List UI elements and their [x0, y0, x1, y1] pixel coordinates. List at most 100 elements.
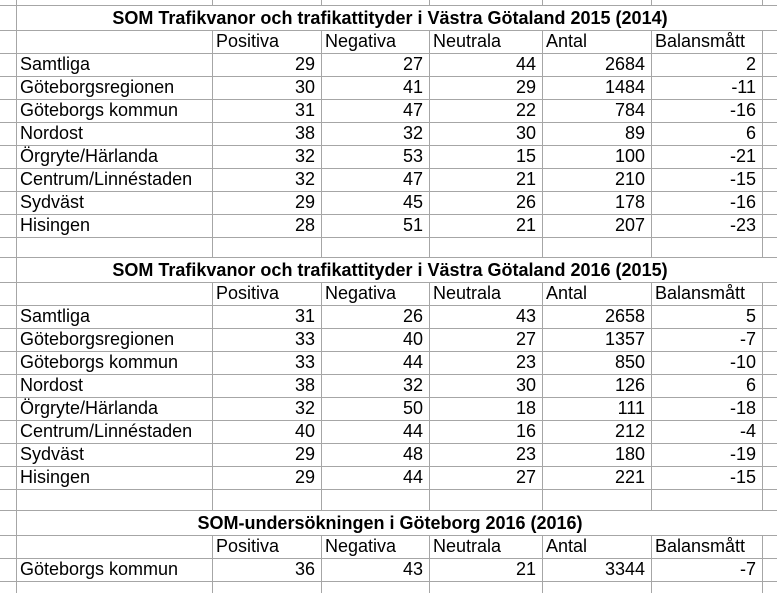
- empty-cell[interactable]: [0, 352, 17, 375]
- value-cell[interactable]: 1484: [543, 77, 652, 100]
- empty-cell[interactable]: [763, 123, 777, 146]
- column-header-cell[interactable]: Neutrala: [430, 31, 543, 54]
- empty-cell[interactable]: [543, 582, 652, 593]
- row-label-cell[interactable]: Samtliga: [17, 54, 213, 77]
- empty-cell[interactable]: [0, 123, 17, 146]
- value-cell[interactable]: 43: [430, 306, 543, 329]
- empty-cell[interactable]: [763, 100, 777, 123]
- value-cell[interactable]: 48: [322, 444, 430, 467]
- value-cell[interactable]: 21: [430, 559, 543, 582]
- empty-cell[interactable]: [0, 77, 17, 100]
- empty-cell[interactable]: [763, 329, 777, 352]
- empty-cell[interactable]: [322, 0, 430, 6]
- row-label-cell[interactable]: Göteborgs kommun: [17, 559, 213, 582]
- value-cell[interactable]: 178: [543, 192, 652, 215]
- empty-cell[interactable]: [0, 398, 17, 421]
- value-cell[interactable]: 1357: [543, 329, 652, 352]
- row-label-cell[interactable]: Nordost: [17, 123, 213, 146]
- value-cell[interactable]: 30: [213, 77, 322, 100]
- empty-cell[interactable]: [0, 6, 17, 31]
- empty-cell[interactable]: [0, 329, 17, 352]
- value-cell[interactable]: -18: [652, 398, 763, 421]
- value-cell[interactable]: 33: [213, 352, 322, 375]
- empty-cell[interactable]: [17, 490, 213, 511]
- empty-cell[interactable]: [652, 490, 763, 511]
- empty-cell[interactable]: [430, 0, 543, 6]
- value-cell[interactable]: 16: [430, 421, 543, 444]
- value-cell[interactable]: -15: [652, 169, 763, 192]
- empty-cell[interactable]: [0, 421, 17, 444]
- value-cell[interactable]: 53: [322, 146, 430, 169]
- empty-cell[interactable]: [763, 215, 777, 238]
- empty-cell[interactable]: [430, 490, 543, 511]
- value-cell[interactable]: 6: [652, 123, 763, 146]
- value-cell[interactable]: -23: [652, 215, 763, 238]
- empty-cell[interactable]: [652, 0, 763, 6]
- column-header-cell[interactable]: Balansmått: [652, 283, 763, 306]
- value-cell[interactable]: 29: [213, 444, 322, 467]
- empty-cell[interactable]: [213, 582, 322, 593]
- value-cell[interactable]: 29: [213, 54, 322, 77]
- empty-cell[interactable]: [763, 582, 777, 593]
- table-title-cell[interactable]: SOM Trafikvanor och trafikattityder i Vä…: [17, 258, 777, 283]
- value-cell[interactable]: 31: [213, 100, 322, 123]
- value-cell[interactable]: 50: [322, 398, 430, 421]
- row-label-cell[interactable]: Örgryte/Härlanda: [17, 146, 213, 169]
- empty-cell[interactable]: [0, 258, 17, 283]
- value-cell[interactable]: 32: [213, 146, 322, 169]
- value-cell[interactable]: 3344: [543, 559, 652, 582]
- value-cell[interactable]: 89: [543, 123, 652, 146]
- empty-cell[interactable]: [763, 169, 777, 192]
- value-cell[interactable]: 30: [430, 375, 543, 398]
- empty-cell[interactable]: [763, 398, 777, 421]
- value-cell[interactable]: 2658: [543, 306, 652, 329]
- empty-cell[interactable]: [322, 582, 430, 593]
- value-cell[interactable]: 29: [430, 77, 543, 100]
- value-cell[interactable]: 15: [430, 146, 543, 169]
- value-cell[interactable]: -15: [652, 467, 763, 490]
- column-header-cell[interactable]: Positiva: [213, 536, 322, 559]
- value-cell[interactable]: 51: [322, 215, 430, 238]
- value-cell[interactable]: 126: [543, 375, 652, 398]
- empty-cell[interactable]: [0, 283, 17, 306]
- empty-cell[interactable]: [322, 238, 430, 258]
- value-cell[interactable]: 23: [430, 352, 543, 375]
- empty-cell[interactable]: [0, 375, 17, 398]
- empty-cell[interactable]: [763, 467, 777, 490]
- empty-cell[interactable]: [17, 0, 213, 6]
- value-cell[interactable]: 40: [213, 421, 322, 444]
- column-header-cell[interactable]: Balansmått: [652, 536, 763, 559]
- empty-cell[interactable]: [17, 31, 213, 54]
- value-cell[interactable]: 31: [213, 306, 322, 329]
- empty-cell[interactable]: [17, 283, 213, 306]
- value-cell[interactable]: 221: [543, 467, 652, 490]
- table-title-cell[interactable]: SOM-undersökningen i Göteborg 2016 (2016…: [17, 511, 777, 536]
- empty-cell[interactable]: [213, 0, 322, 6]
- empty-cell[interactable]: [322, 490, 430, 511]
- value-cell[interactable]: 21: [430, 169, 543, 192]
- value-cell[interactable]: 212: [543, 421, 652, 444]
- empty-cell[interactable]: [763, 192, 777, 215]
- value-cell[interactable]: 2684: [543, 54, 652, 77]
- value-cell[interactable]: 44: [430, 54, 543, 77]
- value-cell[interactable]: 207: [543, 215, 652, 238]
- row-label-cell[interactable]: Sydväst: [17, 192, 213, 215]
- row-label-cell[interactable]: Centrum/Linnéstaden: [17, 421, 213, 444]
- value-cell[interactable]: -21: [652, 146, 763, 169]
- empty-cell[interactable]: [763, 77, 777, 100]
- value-cell[interactable]: -7: [652, 329, 763, 352]
- value-cell[interactable]: -4: [652, 421, 763, 444]
- value-cell[interactable]: 28: [213, 215, 322, 238]
- value-cell[interactable]: 210: [543, 169, 652, 192]
- value-cell[interactable]: 44: [322, 421, 430, 444]
- value-cell[interactable]: 21: [430, 215, 543, 238]
- value-cell[interactable]: 44: [322, 467, 430, 490]
- row-label-cell[interactable]: Göteborgsregionen: [17, 329, 213, 352]
- value-cell[interactable]: 38: [213, 375, 322, 398]
- value-cell[interactable]: 784: [543, 100, 652, 123]
- value-cell[interactable]: 36: [213, 559, 322, 582]
- empty-cell[interactable]: [17, 238, 213, 258]
- value-cell[interactable]: 33: [213, 329, 322, 352]
- value-cell[interactable]: 23: [430, 444, 543, 467]
- column-header-cell[interactable]: Antal: [543, 31, 652, 54]
